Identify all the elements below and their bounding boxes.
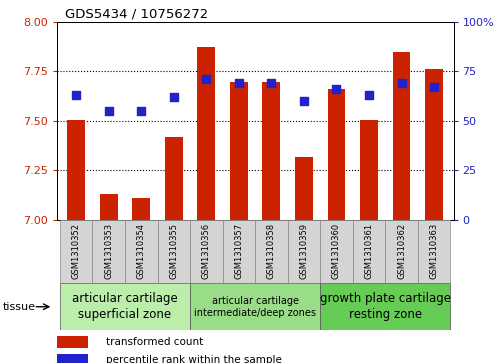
Point [300,98,308,104]
Text: articular cartilage
intermediate/deep zones: articular cartilage intermediate/deep zo… [194,295,316,318]
Text: GSM1310353: GSM1310353 [104,223,113,279]
Point [235,80,243,86]
Text: GDS5434 / 10756272: GDS5434 / 10756272 [65,8,208,21]
Point [138,108,145,114]
Point [170,94,178,100]
Bar [125,220,158,283]
Point [430,84,438,90]
Bar [295,157,313,220]
Bar [190,220,223,283]
Text: GSM1310359: GSM1310359 [299,223,309,279]
Bar [360,120,378,220]
Text: GSM1310361: GSM1310361 [364,223,374,279]
Point [72,92,80,98]
Text: articular cartilage
superficial zone: articular cartilage superficial zone [72,292,178,321]
Bar [287,220,320,283]
Text: GSM1310357: GSM1310357 [234,223,244,279]
Bar [132,198,150,220]
Point [365,92,373,98]
Bar [93,220,125,283]
Text: GSM1310360: GSM1310360 [332,223,341,279]
Bar [165,136,183,220]
Text: GSM1310356: GSM1310356 [202,223,211,279]
Text: GSM1310358: GSM1310358 [267,223,276,279]
Bar [223,220,255,283]
Point [105,108,113,114]
Text: percentile rank within the sample: percentile rank within the sample [106,355,282,363]
Bar [60,283,190,330]
Text: growth plate cartilage
resting zone: growth plate cartilage resting zone [320,292,451,321]
Bar [158,220,190,283]
Bar [385,220,418,283]
Bar [255,220,287,283]
Bar [60,220,93,283]
Bar [392,52,411,220]
Bar [352,220,385,283]
Bar [197,46,215,220]
Text: GSM1310363: GSM1310363 [429,223,439,279]
Bar [320,220,352,283]
Bar [320,283,450,330]
Point [267,80,275,86]
Bar [327,89,346,220]
Bar [100,194,118,220]
Bar [425,69,443,220]
Bar [57,336,88,348]
Text: GSM1310355: GSM1310355 [169,223,178,279]
Bar [230,82,248,220]
Point [203,76,211,82]
Bar [262,82,281,220]
Text: GSM1310362: GSM1310362 [397,223,406,279]
Bar [57,354,88,363]
Text: tissue: tissue [2,302,35,312]
Text: GSM1310354: GSM1310354 [137,223,146,279]
Bar [67,120,85,220]
Bar [418,220,450,283]
Point [332,86,340,92]
Bar [190,283,320,330]
Text: GSM1310352: GSM1310352 [71,223,81,279]
Text: transformed count: transformed count [106,337,204,347]
Point [397,80,405,86]
